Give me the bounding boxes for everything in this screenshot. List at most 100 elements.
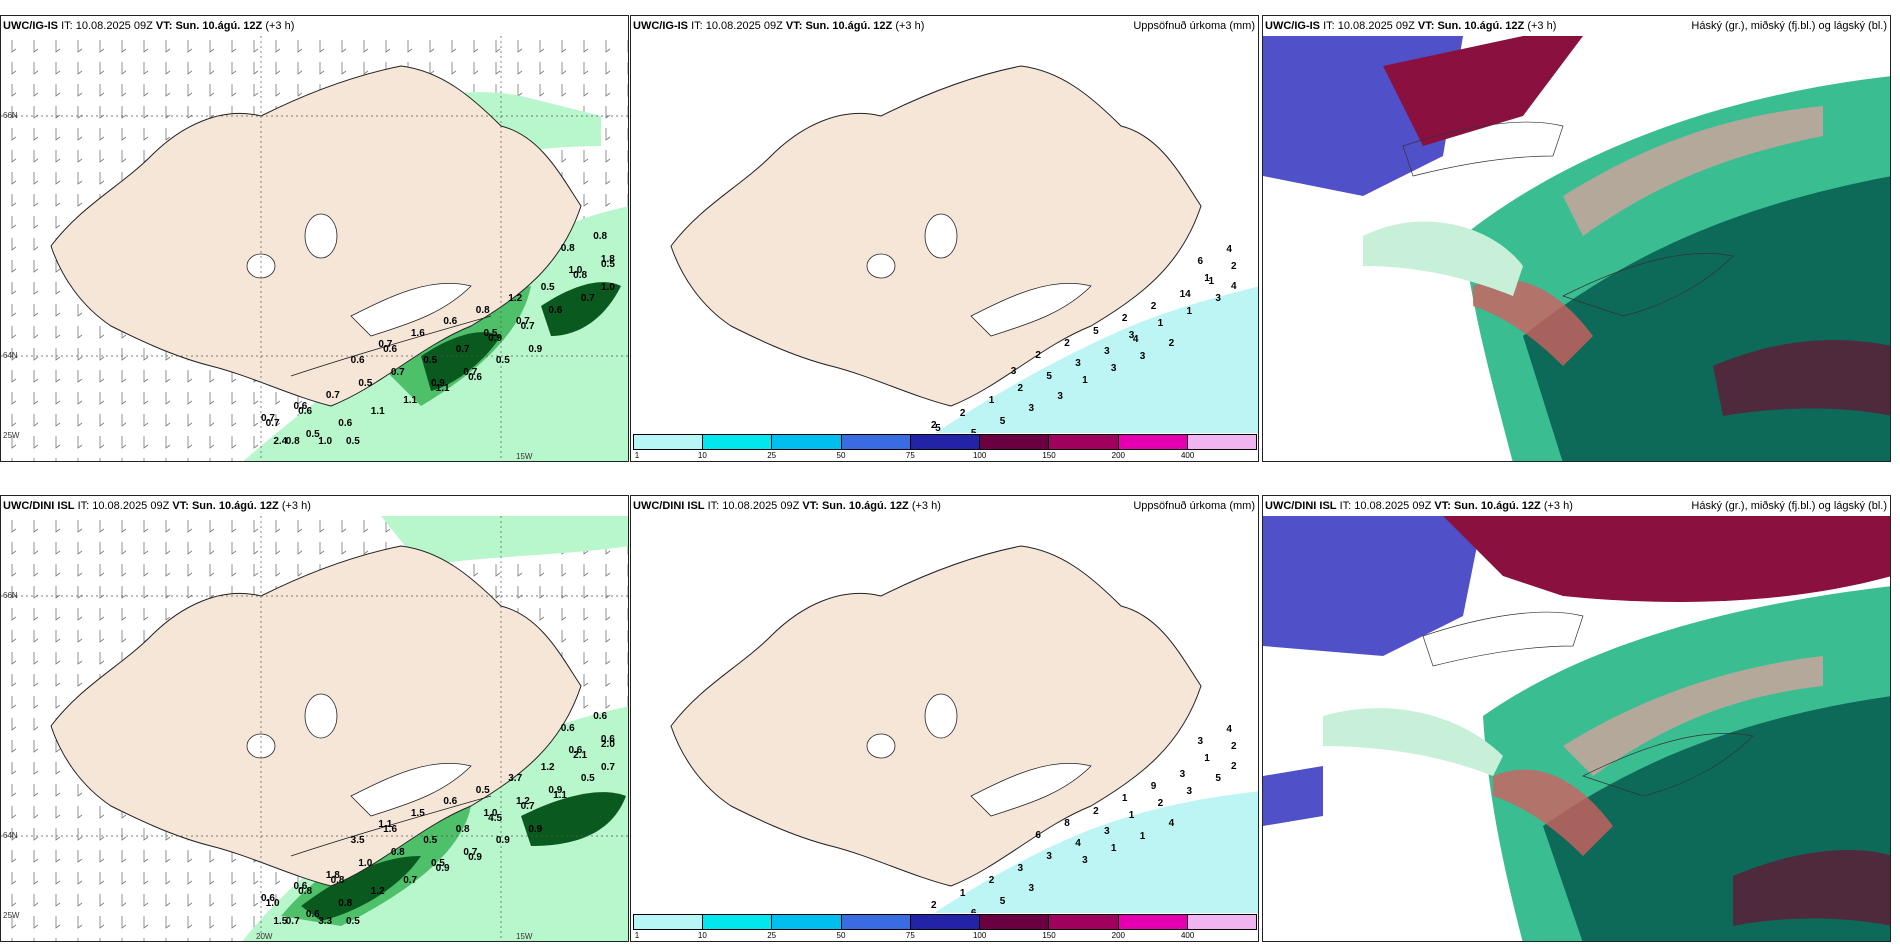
colorbar-swatch xyxy=(1049,435,1119,449)
map-cloud-cover xyxy=(1263,516,1890,941)
colorbar-tick-label: 100 xyxy=(972,451,987,460)
value-label: 3 xyxy=(1082,855,1088,867)
value-label: 0.5 xyxy=(495,355,510,367)
value-label: 3 xyxy=(1215,293,1221,305)
value-label: 0.5 xyxy=(423,835,438,847)
value-label: 2 xyxy=(1150,301,1157,313)
value-label: 0.9 xyxy=(468,851,482,863)
value-label: 0.5 xyxy=(601,258,615,270)
lat-label-64n: 64N xyxy=(3,351,18,360)
value-label: 0.5 xyxy=(475,784,490,796)
lat-label-66n: 66N xyxy=(3,591,18,600)
colorbar-swatch xyxy=(841,435,911,449)
panel-title: Uppsöfnuð úrkoma (mm) xyxy=(1133,20,1255,32)
value-label: 4 xyxy=(1231,281,1237,293)
map-cloud-cover xyxy=(1263,36,1890,461)
value-label: 5 xyxy=(1093,325,1099,337)
value-label: 1.2 xyxy=(508,293,523,305)
value-label: 1.8 xyxy=(325,869,340,881)
colorbar-swatch xyxy=(910,435,981,449)
colorbar-tick-label: 400 xyxy=(1180,451,1195,460)
value-label: 0.6 xyxy=(568,745,583,757)
value-label: 0.6 xyxy=(293,401,308,413)
value-label: 2 xyxy=(1035,350,1041,362)
value-label: 0.7 xyxy=(261,412,275,424)
value-label: 1 xyxy=(1157,318,1164,330)
colorbar-tick-label: 100 xyxy=(972,931,987,940)
colorbar-swatch xyxy=(1187,915,1256,929)
colorbar-tick-label: 50 xyxy=(836,931,846,940)
value-label: 6 xyxy=(1035,830,1041,842)
colorbar-swatch xyxy=(703,915,773,929)
value-label: 4 xyxy=(1132,333,1139,345)
lat-label-64n: 64N xyxy=(3,831,18,840)
value-label: 0.5 xyxy=(540,281,555,293)
colorbar-swatch xyxy=(634,915,704,929)
value-label: 1.6 xyxy=(383,823,398,835)
colorbar-swatch xyxy=(772,915,842,929)
value-label: 2 xyxy=(1121,313,1128,325)
value-label: 0.5 xyxy=(430,858,445,870)
value-label: 0.8 xyxy=(338,897,353,909)
value-label: 0.8 xyxy=(560,242,575,254)
value-label: 1.1 xyxy=(378,819,393,831)
panel-top-left-precip-wind: UWC/IG-IS IT: 10.08.2025 09Z VT: Sun. 10… xyxy=(0,15,629,462)
value-label: 4 xyxy=(1226,723,1232,735)
value-label: 0.6 xyxy=(560,722,575,734)
value-label: 3 xyxy=(1028,403,1035,415)
value-label: 3 xyxy=(1046,850,1052,862)
colorbar-tick-label: 150 xyxy=(1042,931,1056,940)
value-label: 3.5 xyxy=(350,835,365,847)
map-precip-wind xyxy=(1,516,628,941)
value-label: 3.7 xyxy=(508,773,523,785)
value-label: 2 xyxy=(1017,383,1024,395)
colorbar-tick-label: 25 xyxy=(767,931,777,940)
value-label: 2.0 xyxy=(601,738,615,750)
value-label: 2.4 xyxy=(273,436,288,447)
colorbar-tick-label: 400 xyxy=(1180,931,1195,940)
value-label: 3 xyxy=(1197,736,1204,748)
value-label: 1.2 xyxy=(540,761,555,773)
value-label: 0.7 xyxy=(520,801,535,813)
value-label: 0.8 xyxy=(390,846,405,858)
colorbar-legend: 1 10 25 50 75 100 150 200 400 xyxy=(631,433,1258,461)
value-label: 14 xyxy=(1179,288,1191,300)
lon-label-15w: 15W xyxy=(516,932,533,941)
value-label: 5 xyxy=(999,415,1006,427)
value-label: 0.8 xyxy=(455,823,470,835)
value-label: 1 xyxy=(1128,810,1135,822)
value-label: 0.7 xyxy=(325,389,340,401)
colorbar-swatch xyxy=(1187,435,1256,449)
value-label: 0.7 xyxy=(455,343,470,355)
value-label: 0.5 xyxy=(305,429,320,441)
value-label: 1.2 xyxy=(370,886,385,898)
value-label: 3 xyxy=(1075,358,1081,370)
value-label: 0.7 xyxy=(515,316,530,328)
value-label: 9 xyxy=(1150,781,1157,793)
value-label: 0.5 xyxy=(345,436,360,447)
value-label: 5 xyxy=(1215,773,1221,785)
value-label: 3 xyxy=(1104,826,1110,838)
value-label: 1 xyxy=(1204,273,1210,285)
colorbar-swatch xyxy=(1049,915,1119,929)
value-label: 5 xyxy=(999,895,1006,907)
value-label: 2 xyxy=(1157,798,1164,810)
value-label: 0.6 xyxy=(305,909,320,921)
colorbar-tick-label: 1 xyxy=(634,451,640,460)
value-label: 3 xyxy=(1139,350,1146,362)
value-label: 1.1 xyxy=(435,383,450,395)
value-label: 1 xyxy=(1186,305,1193,317)
panel-bottom-right-cloud-cover: UWC/DINI ISL IT: 10.08.2025 09Z VT: Sun.… xyxy=(1262,495,1891,942)
value-label: 0.9 xyxy=(528,343,543,355)
value-label: 3 xyxy=(1010,366,1017,378)
colorbar-tick-label: 50 xyxy=(836,451,846,460)
map-accumulated-precip xyxy=(670,65,1258,436)
value-label: 1.6 xyxy=(410,327,425,339)
value-label: 0.5 xyxy=(580,773,595,785)
value-label: 1 xyxy=(1208,276,1215,288)
colorbar-tick-label: 25 xyxy=(767,451,777,460)
value-label: 0.6 xyxy=(293,881,308,893)
value-label: 0.6 xyxy=(600,733,615,745)
value-label: 0.7 xyxy=(390,366,405,378)
value-label: 0.9 xyxy=(548,784,563,796)
